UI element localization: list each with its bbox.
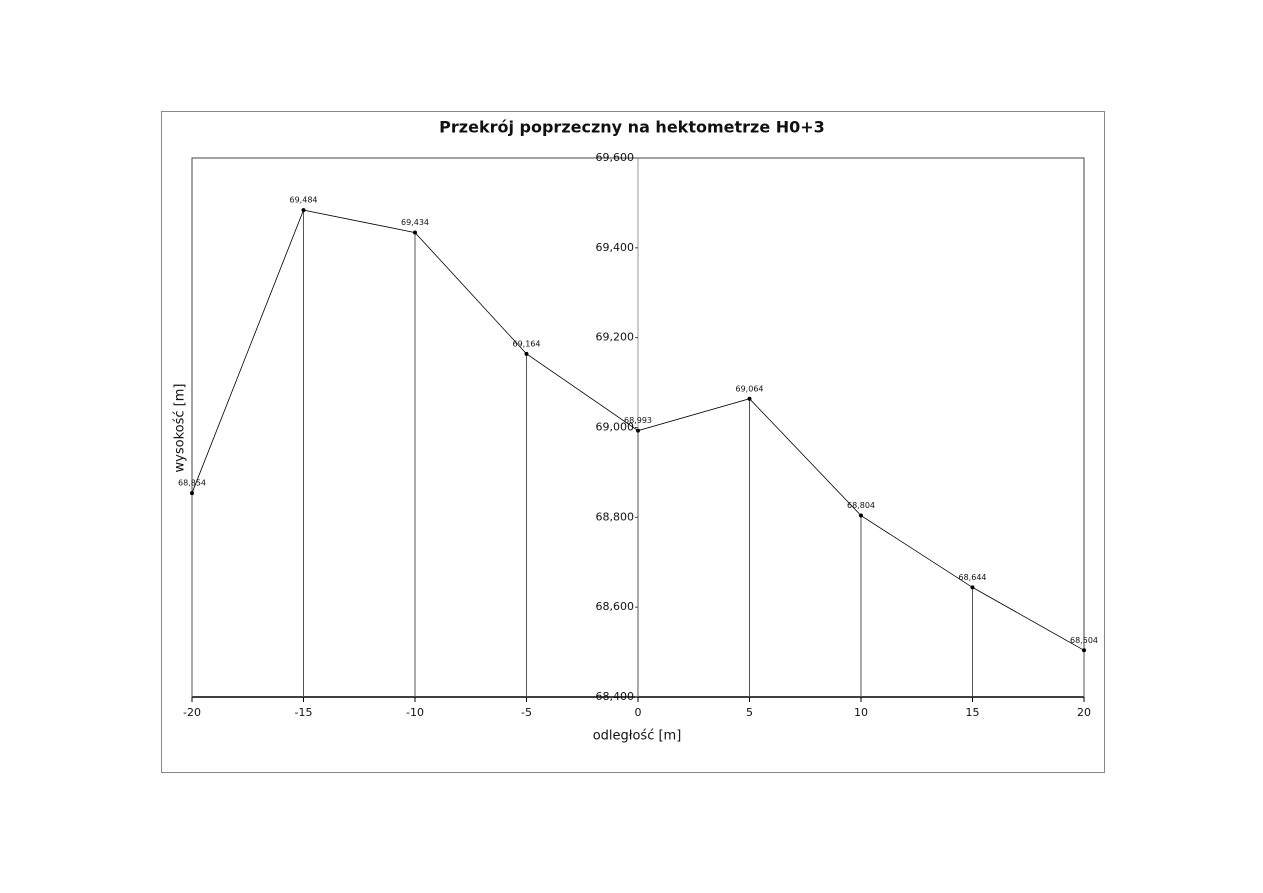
- point: [859, 513, 863, 518]
- x-axis-label: odległość [m]: [593, 729, 682, 744]
- y-tick-label: 69,200: [596, 331, 635, 344]
- point: [970, 585, 975, 590]
- value-label: 68,854: [178, 479, 206, 488]
- x-tick-label: -20: [183, 706, 201, 719]
- point: [413, 230, 417, 235]
- x-tick-label: 10: [854, 706, 868, 719]
- x-tick-label: -5: [521, 706, 532, 719]
- value-label: 69,064: [736, 384, 764, 393]
- chart-frame: [161, 111, 1105, 773]
- point: [1082, 648, 1086, 653]
- value-label: 68,804: [847, 501, 875, 510]
- x-tick-label: 5: [746, 706, 753, 719]
- point: [524, 351, 529, 356]
- point: [747, 396, 752, 401]
- value-label: 69,434: [401, 218, 429, 227]
- value-label: 68,993: [624, 416, 652, 425]
- x-tick-label: -10: [406, 706, 424, 719]
- point: [190, 491, 194, 496]
- x-tick-label: 0: [635, 706, 642, 719]
- y-tick-label: 68,400: [596, 690, 635, 703]
- y-tick-label: 69,600: [596, 151, 635, 164]
- y-axis-label: wysokość [m]: [173, 384, 188, 473]
- y-tick-label: 68,800: [596, 510, 635, 523]
- x-tick-label: 20: [1077, 706, 1091, 719]
- value-label: 69,484: [290, 196, 318, 205]
- x-tick-label: 15: [966, 706, 980, 719]
- value-label: 69,164: [513, 339, 541, 348]
- y-tick-label: 69,400: [596, 241, 635, 254]
- chart-title: Przekrój poprzeczny na hektometrze H0+3: [439, 118, 825, 137]
- point: [301, 208, 306, 213]
- x-tick-label: -15: [295, 706, 313, 719]
- y-tick-label: 68,600: [596, 600, 635, 613]
- point: [636, 428, 640, 433]
- y-tick-label: 69,000: [596, 421, 635, 434]
- value-label: 68,504: [1070, 636, 1098, 645]
- value-label: 68,644: [959, 573, 987, 582]
